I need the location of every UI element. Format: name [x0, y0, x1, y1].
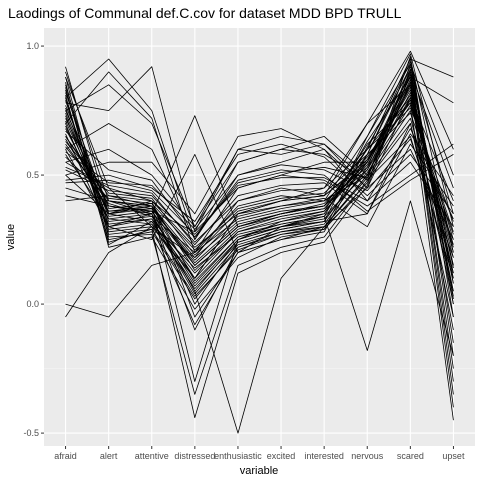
y-tick-labels: 1.0 0.5 0.0 -0.5	[23, 41, 44, 438]
series-line-8	[65, 66, 454, 318]
x-tick-label: afraid	[54, 451, 77, 461]
x-tick-label: enthusiastic	[214, 451, 262, 461]
series-line-42	[65, 63, 454, 419]
series-line-22	[65, 86, 454, 279]
series-line-49	[65, 68, 454, 297]
series-line-30	[65, 143, 454, 222]
series-line-16	[65, 50, 454, 318]
x-tick-label: alert	[100, 451, 118, 461]
series-line-31	[65, 123, 454, 279]
x-tick-label: interested	[304, 451, 344, 461]
x-tick-label: attentive	[135, 451, 169, 461]
series-line-29	[65, 128, 454, 227]
series-line-45	[65, 138, 454, 356]
series-line-17	[65, 63, 454, 318]
y-tick-label: 1.0	[26, 41, 39, 51]
x-tick-labels: afraid alert attentive distressedenthusiast…	[54, 446, 465, 461]
series-line-12	[65, 58, 454, 266]
series-line-33	[65, 154, 454, 238]
chart-title: Laodings of Communal def.C.cov for datas…	[8, 5, 402, 21]
x-axis-title: variable	[240, 465, 279, 477]
y-tick-label: 0.5	[26, 170, 39, 180]
x-tick-label: upset	[442, 451, 465, 461]
series-line-40	[65, 102, 454, 256]
x-tick-label: scared	[397, 451, 424, 461]
series-line-43	[65, 81, 454, 395]
y-tick-label: -0.5	[23, 428, 39, 438]
series-line-23	[65, 81, 454, 284]
x-tick-label: excited	[267, 451, 296, 461]
series-line-51	[65, 138, 454, 258]
series-lines	[65, 50, 454, 434]
series-line-52	[65, 117, 454, 274]
series-line-39	[65, 112, 454, 251]
series-line-47	[65, 133, 454, 246]
series-line-50	[65, 76, 454, 287]
y-axis-title: value	[5, 224, 17, 250]
x-tick-label: distressed	[174, 451, 215, 461]
y-tick-label: 0.0	[26, 299, 39, 309]
x-tick-label: nervous	[351, 451, 384, 461]
series-line-44	[65, 120, 454, 305]
series-line-37	[65, 71, 454, 297]
series-line-46	[65, 143, 454, 261]
